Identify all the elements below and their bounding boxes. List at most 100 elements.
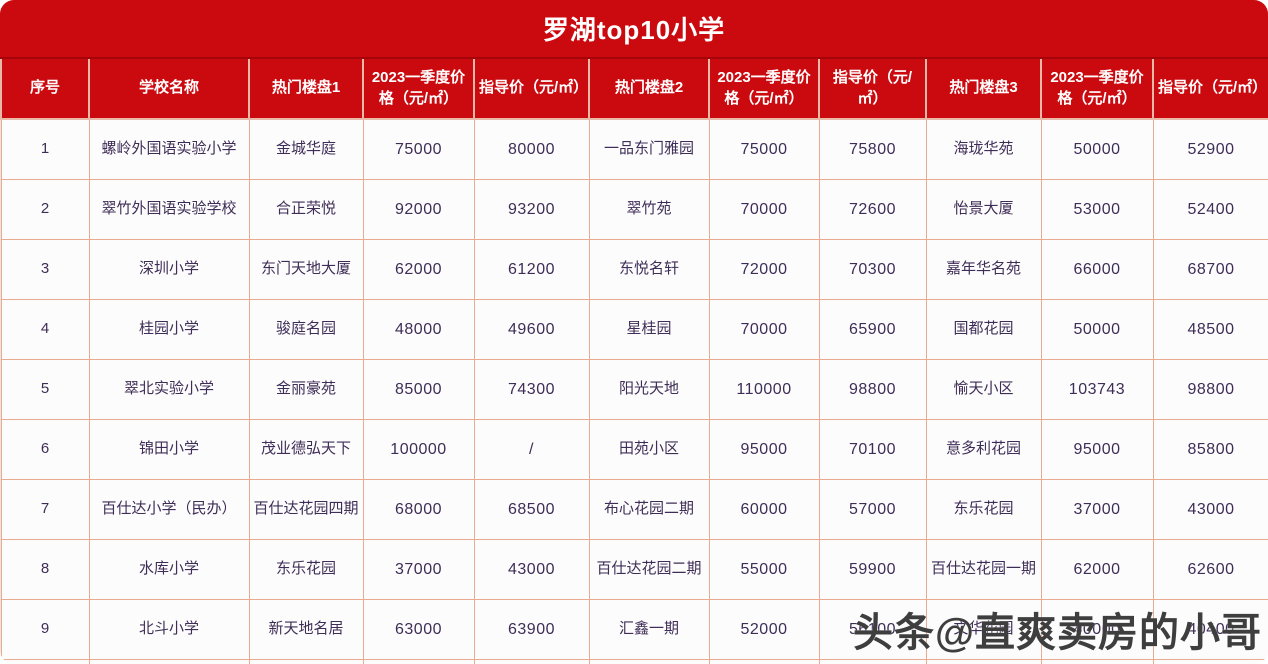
price-cell: 98800 bbox=[818, 359, 927, 420]
name-cell: 北斗小学 bbox=[88, 599, 250, 660]
row-number-cell: 6 bbox=[0, 419, 90, 480]
name-cell: 茂业德弘天下 bbox=[248, 419, 364, 480]
column-header: 指导价（元/㎡） bbox=[473, 59, 590, 120]
price-cell: 68000 bbox=[362, 479, 475, 540]
name-cell: 嘉年华名苑 bbox=[925, 239, 1042, 300]
price-cell: 61200 bbox=[473, 239, 590, 300]
price-cell: 65900 bbox=[818, 299, 927, 360]
price-cell: 40400 bbox=[1152, 599, 1268, 660]
price-cell: 75000 bbox=[708, 118, 820, 180]
price-cell: 57000 bbox=[818, 479, 927, 540]
row-number-cell: 2 bbox=[0, 179, 90, 240]
column-header: 2023一季度价格（元/㎡） bbox=[708, 59, 820, 120]
price-cell: 37000 bbox=[362, 539, 475, 600]
price-cell: 56100 bbox=[818, 599, 927, 660]
price-cell: 67800 bbox=[818, 659, 927, 664]
price-cell: 40000 bbox=[1040, 599, 1154, 660]
price-cell: 66000 bbox=[1040, 239, 1154, 300]
price-cell: 62600 bbox=[1152, 539, 1268, 600]
price-cell: 70100 bbox=[818, 419, 927, 480]
price-cell: 72600 bbox=[818, 179, 927, 240]
price-cell: 70000 bbox=[708, 299, 820, 360]
name-cell: 百仕达花园一期 bbox=[925, 539, 1042, 600]
name-cell bbox=[925, 659, 1042, 664]
column-header: 2023一季度价格（元/㎡） bbox=[1040, 59, 1154, 120]
name-cell: 百仕达小学（民办） bbox=[88, 479, 250, 540]
table-row: 9 北斗小学 新天地名居 63000 63900 汇鑫一期 52000 56100 文华花园 40… bbox=[0, 599, 1268, 660]
column-header: 热门楼盘2 bbox=[588, 59, 710, 120]
price-cell: 55000 bbox=[708, 539, 820, 600]
price-cell: 49600 bbox=[473, 299, 590, 360]
name-cell: 文华花园 bbox=[925, 599, 1042, 660]
name-cell: 新天地名居 bbox=[248, 599, 364, 660]
row-number-cell: 5 bbox=[0, 359, 90, 420]
price-cell: 95000 bbox=[1040, 419, 1154, 480]
name-cell: 鸿翔花园 bbox=[248, 659, 364, 664]
name-cell: 翠北实验小学 bbox=[88, 359, 250, 420]
price-cell: 85800 bbox=[1152, 419, 1268, 480]
name-cell: 东悦名轩 bbox=[588, 239, 710, 300]
name-cell: 愉天小区 bbox=[925, 359, 1042, 420]
column-header: 热门楼盘1 bbox=[248, 59, 364, 120]
table-row: 10红岭小学鸿翔花园7800075000金众经典家园6700067800 bbox=[0, 659, 1268, 664]
column-header: 热门楼盘3 bbox=[925, 59, 1042, 120]
row-number-cell: 7 bbox=[0, 479, 90, 540]
price-cell: 74300 bbox=[473, 359, 590, 420]
price-cell: 53000 bbox=[1040, 179, 1154, 240]
name-cell: 锦田小学 bbox=[88, 419, 250, 480]
name-cell: 意多利花园 bbox=[925, 419, 1042, 480]
name-cell: 螺岭外国语实验小学 bbox=[88, 118, 250, 180]
table-row: 2 翠竹外国语实验学校 合正荣悦 92000 93200 翠竹苑 70000 72600 怡景大… bbox=[0, 179, 1268, 240]
price-cell: 85000 bbox=[362, 359, 475, 420]
table-row: 1 螺岭外国语实验小学 金城华庭 75000 80000 一品东门雅园 75000 75800… bbox=[0, 118, 1268, 180]
price-cell: 62000 bbox=[1040, 539, 1154, 600]
header-row: 序号 学校名称 热门楼盘1 2023一季度价格（元/㎡） 指导价（元/㎡） 热门楼盘2 20… bbox=[0, 59, 1268, 120]
name-cell: 翠竹外国语实验学校 bbox=[88, 179, 250, 240]
name-cell: 骏庭名园 bbox=[248, 299, 364, 360]
name-cell: 怡景大厦 bbox=[925, 179, 1042, 240]
name-cell: 布心花园二期 bbox=[588, 479, 710, 540]
column-header: 指导价（元/㎡） bbox=[1152, 59, 1268, 120]
price-cell: 48500 bbox=[1152, 299, 1268, 360]
name-cell: 东乐花园 bbox=[925, 479, 1042, 540]
row-number-cell: 3 bbox=[0, 239, 90, 300]
name-cell: 翠竹苑 bbox=[588, 179, 710, 240]
row-number-cell: 9 bbox=[0, 599, 90, 660]
price-cell: 70300 bbox=[818, 239, 927, 300]
name-cell: 桂园小学 bbox=[88, 299, 250, 360]
price-cell: 62000 bbox=[362, 239, 475, 300]
page-title: 罗湖top10小学 bbox=[0, 0, 1268, 59]
name-cell: 金城华庭 bbox=[248, 118, 364, 180]
price-cell: 78000 bbox=[362, 659, 475, 664]
schools-price-table: 序号 学校名称 热门楼盘1 2023一季度价格（元/㎡） 指导价（元/㎡） 热门楼盘2 20… bbox=[0, 59, 1268, 664]
price-cell: 59900 bbox=[818, 539, 927, 600]
price-cell: 43000 bbox=[1152, 479, 1268, 540]
price-cell: 50000 bbox=[1040, 118, 1154, 180]
name-cell: 阳光天地 bbox=[588, 359, 710, 420]
price-cell: 52900 bbox=[1152, 118, 1268, 180]
row-number-cell: 1 bbox=[0, 118, 90, 180]
column-header: 序号 bbox=[0, 59, 90, 120]
price-cell: / bbox=[473, 419, 590, 480]
table-body: 1 螺岭外国语实验小学 金城华庭 75000 80000 一品东门雅园 75000 75800… bbox=[0, 118, 1268, 664]
name-cell: 金众经典家园 bbox=[588, 659, 710, 664]
price-cell: 43000 bbox=[473, 539, 590, 600]
table-row: 6 锦田小学 茂业德弘天下 100000/田苑小区 95000 70100 意多利花园 950… bbox=[0, 419, 1268, 480]
name-cell: 田苑小区 bbox=[588, 419, 710, 480]
price-cell: 75000 bbox=[473, 659, 590, 664]
name-cell: 水库小学 bbox=[88, 539, 250, 600]
name-cell: 国都花园 bbox=[925, 299, 1042, 360]
name-cell: 星桂园 bbox=[588, 299, 710, 360]
price-cell: 70000 bbox=[708, 179, 820, 240]
price-cell: 37000 bbox=[1040, 479, 1154, 540]
name-cell bbox=[1152, 659, 1268, 664]
name-cell: 深圳小学 bbox=[88, 239, 250, 300]
price-cell: 50000 bbox=[1040, 299, 1154, 360]
name-cell: 红岭小学 bbox=[88, 659, 250, 664]
price-cell: 68700 bbox=[1152, 239, 1268, 300]
column-header: 学校名称 bbox=[88, 59, 250, 120]
column-header: 指导价（元/㎡） bbox=[818, 59, 927, 120]
price-cell: 110000 bbox=[708, 359, 820, 420]
price-cell: 52400 bbox=[1152, 179, 1268, 240]
